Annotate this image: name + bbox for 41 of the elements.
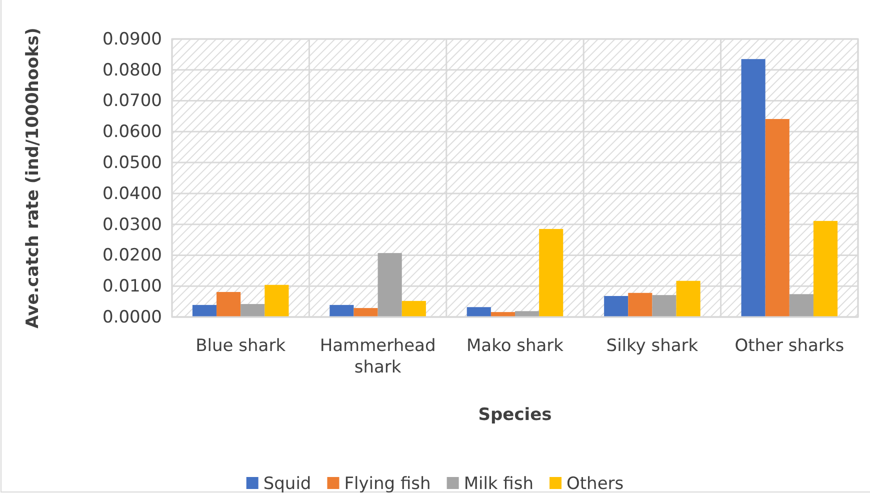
bar <box>789 294 814 317</box>
y-tick-label: 0.0700 <box>102 91 162 112</box>
bar <box>765 119 790 317</box>
bar <box>402 300 426 317</box>
legend-label: Flying fish <box>344 474 431 494</box>
bar <box>813 220 838 317</box>
bar <box>628 292 652 317</box>
bar <box>354 308 378 317</box>
x-axis-title: Species <box>478 405 552 425</box>
y-tick-label: 0.0100 <box>102 276 162 297</box>
y-tick-label: 0.0300 <box>102 214 162 235</box>
bar <box>490 312 515 317</box>
bar <box>676 280 700 317</box>
bar <box>466 307 491 317</box>
x-tick-label: Mako shark <box>466 336 564 356</box>
legend-label: Others <box>566 474 624 494</box>
bar <box>539 228 564 317</box>
y-tick-label: 0.0900 <box>102 29 162 50</box>
bar <box>330 304 354 317</box>
bar <box>240 304 265 317</box>
bar <box>192 304 217 317</box>
y-tick-label: 0.0000 <box>102 307 162 328</box>
bar <box>604 296 628 317</box>
y-tick-label: 0.0200 <box>102 246 162 266</box>
bar <box>652 295 676 317</box>
legend-label: Milk fish <box>464 474 534 494</box>
bar <box>216 292 241 317</box>
y-axis-title: Ave.catch rate (ind/1000hooks) <box>23 28 43 328</box>
bar <box>515 311 540 317</box>
y-tick-label: 0.0800 <box>102 60 162 80</box>
bar <box>264 284 289 317</box>
y-tick-label: 0.0600 <box>102 122 162 142</box>
legend-label: Squid <box>263 474 312 494</box>
bar <box>378 253 402 317</box>
bar <box>741 59 766 317</box>
x-tick-label: Blue shark <box>196 336 286 356</box>
x-tick-label: Hammerhead shark <box>320 336 436 378</box>
x-tick-label: Other sharks <box>734 336 844 356</box>
y-tick-label: 0.0500 <box>102 152 162 173</box>
x-tick-label: Silky shark <box>606 336 698 356</box>
y-tick-label: 0.0400 <box>102 184 162 204</box>
